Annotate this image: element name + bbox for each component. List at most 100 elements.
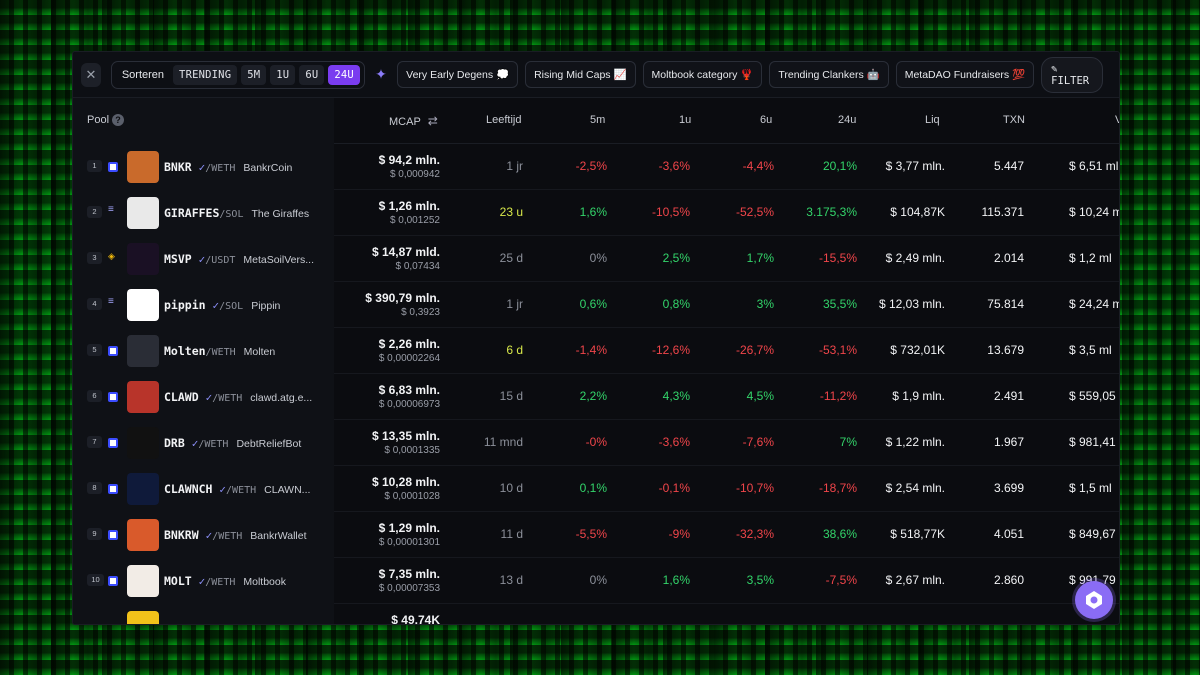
help-icon[interactable]: ? [112, 114, 125, 126]
change-24u-cell: -15,5% [818, 251, 857, 265]
txn-cell: 75.814 [987, 297, 1024, 311]
solana-chain-icon: ≡ [108, 296, 114, 307]
verified-icon: ✓ [198, 253, 206, 266]
pool-cell[interactable]: 3 ◈ MSVP ✓/USDT MetaSoilVers... [73, 236, 334, 282]
quote-token: /WETH [205, 163, 236, 174]
column-header-age[interactable]: Leeftijd [486, 114, 522, 126]
market-cap: $ 6,83 mln. [378, 383, 440, 397]
token-name: BankrCoin [243, 162, 293, 174]
token-price: $ 0,001252 [389, 215, 440, 226]
liquidity-cell: $ 2,67 mln. [885, 573, 945, 587]
column-header-pool[interactable]: Pool? [87, 114, 125, 126]
age-cell: 6 d [506, 343, 523, 357]
volume-cell: $ 849,67 [1069, 527, 1116, 541]
txn-cell: 4.051 [993, 527, 1024, 541]
table-row[interactable]: 9 BNKRW ✓/WETH BankrWallet $ 1,29 mln. $ 0,0… [73, 512, 1119, 558]
table-row[interactable]: 5 Molten/WETH Molten $ 2,26 mln. $ 0,0000226… [73, 328, 1119, 374]
sort-trending-button[interactable]: TRENDING [173, 64, 238, 85]
mcap-cell: $ 1,26 mln. $ 0,001252 [379, 199, 440, 226]
token-name: DebtReliefBot [236, 438, 302, 450]
rank-badge: 7 [87, 436, 102, 448]
base-chain-icon [108, 438, 118, 448]
quote-token: /SOL [219, 301, 244, 312]
token-symbol-text: GIRAFFES [164, 206, 220, 220]
mcap-cell: $ 390,79 mln. $ 0,3923 [365, 291, 440, 318]
pool-cell[interactable]: 1 BNKR ✓/WETH BankrCoin [73, 144, 334, 190]
filter-button[interactable]: ✎ FILTER [1041, 56, 1103, 93]
market-cap: $ 1,26 mln. [378, 199, 440, 213]
sort-24u-button[interactable]: 24U [328, 64, 360, 85]
column-header-volume[interactable]: V [1115, 114, 1119, 126]
token-logo [127, 381, 159, 413]
change-5m-cell: -1,4% [575, 343, 607, 357]
change-1u-cell: -12,6% [651, 343, 690, 357]
table-row[interactable]: 7 DRB ✓/WETH DebtReliefBot $ 13,35 mln. $ 0,… [73, 420, 1119, 466]
chip-metadao-fundraisers[interactable]: MetaDAO Fundraisers 💯 [895, 61, 1035, 88]
pool-cell[interactable]: 4 ≡ pippin ✓/SOL Pippin [73, 282, 334, 328]
sort-1u-button[interactable]: 1U [270, 64, 296, 85]
sparkle-icon[interactable]: ✦ [375, 66, 387, 82]
chip-moltbook-category[interactable]: Moltbook category 🦞 [642, 61, 763, 88]
change-1u-cell: 1,6% [662, 573, 690, 587]
rank-badge: 9 [87, 528, 102, 540]
chip-trending-clankers[interactable]: Trending Clankers 🤖 [769, 61, 889, 88]
column-header-5m[interactable]: 5m [590, 114, 606, 126]
market-cap: $ 7,35 mln. [378, 567, 440, 581]
pool-cell[interactable]: 5 Molten/WETH Molten [73, 328, 334, 374]
table-row[interactable]: 3 ◈ MSVP ✓/USDT MetaSoilVers... $ 14,87 mld.… [73, 236, 1119, 282]
table-row[interactable]: 6 CLAWD ✓/WETH clawd.atg.e... $ 6,83 mln. $ … [73, 374, 1119, 420]
token-symbol: MOLT ✓/WETH Moltbook [164, 574, 286, 588]
age-cell: 13 d [499, 573, 523, 587]
rank-badge: 6 [87, 390, 102, 402]
chip-rising-mid-caps[interactable]: Rising Mid Caps 📈 [525, 61, 636, 88]
liquidity-cell: $ 732,01K [890, 343, 945, 357]
market-cap: $ 13,35 mln. [371, 429, 440, 443]
change-24u-cell: 38,6% [822, 527, 857, 541]
token-symbol: Molten/WETH Molten [164, 344, 275, 358]
pool-cell[interactable]: 9 BNKRW ✓/WETH BankrWallet [73, 512, 334, 558]
table-row[interactable]: 1 BNKR ✓/WETH BankrCoin $ 94,2 mln. $ 0,0009… [73, 144, 1119, 190]
pool-cell[interactable]: 2 ≡ GIRAFFES/SOL The Giraffes [73, 190, 334, 236]
table-row[interactable]: 10 MOLT ✓/WETH Moltbook $ 7,35 mln. $ 0,0000… [73, 558, 1119, 604]
table-row[interactable]: 8 CLAWNCH ✓/WETH CLAWN... $ 10,28 mln. $ 0,0… [73, 466, 1119, 512]
assistant-fab[interactable] [1075, 581, 1113, 619]
token-symbol: BNKRW ✓/WETH BankrWallet [164, 528, 307, 542]
rank-badge: 8 [87, 482, 102, 494]
table-row[interactable]: 4 ≡ pippin ✓/SOL Pippin $ 390,79 mln. $ 0,392… [73, 282, 1119, 328]
pool-cell[interactable]: 7 DRB ✓/WETH DebtReliefBot [73, 420, 334, 466]
sort-6u-button[interactable]: 6U [299, 64, 325, 85]
table-row[interactable]: 2 ≡ GIRAFFES/SOL The Giraffes $ 1,26 mln. $ 0… [73, 190, 1119, 236]
column-header-6u[interactable]: 6u [760, 114, 773, 126]
change-5m-cell: -5,5% [575, 527, 607, 541]
token-price: $ 0,000942 [389, 169, 440, 180]
close-icon[interactable]: ✕ [81, 62, 101, 87]
liquidity-cell: $ 104,87K [890, 205, 945, 219]
pool-cell[interactable]: 10 MOLT ✓/WETH Moltbook [73, 558, 334, 604]
mcap-cell: $ 1,29 mln. $ 0,00001301 [379, 521, 440, 548]
pool-cell[interactable]: 8 CLAWNCH ✓/WETH CLAWN... [73, 466, 334, 512]
liquidity-cell: $ 3,77 mln. [885, 159, 945, 173]
sort-5m-button[interactable]: 5M [241, 64, 267, 85]
mcap-cell: $ 49,74K [391, 613, 440, 624]
swap-arrows-icon[interactable]: ⇄ [427, 114, 438, 128]
change-5m-cell: -2,5% [575, 159, 607, 173]
liquidity-cell: $ 2,49 mln. [885, 251, 945, 265]
column-header-mcap[interactable]: MCAP ⇄ [389, 114, 438, 128]
change-24u-cell: -53,1% [818, 343, 857, 357]
age-cell: 25 d [499, 251, 523, 265]
pool-cell[interactable] [73, 604, 334, 624]
column-header-txn[interactable]: TXN [1003, 114, 1025, 126]
token-table-panel: ✕ Sorteren TRENDING 5M 1U 6U 24U ✦ Very … [73, 52, 1119, 624]
column-header-1u[interactable]: 1u [679, 114, 692, 126]
column-header-liq[interactable]: Liq [925, 114, 940, 126]
token-name: Moltbook [243, 576, 286, 588]
change-1u-cell: -10,5% [651, 205, 690, 219]
pool-cell[interactable]: 6 CLAWD ✓/WETH clawd.atg.e... [73, 374, 334, 420]
change-5m-cell: 0% [589, 251, 607, 265]
chip-very-early-degens[interactable]: Very Early Degens 💭 [397, 61, 519, 88]
market-cap: $ 2,26 mln. [378, 337, 440, 351]
change-1u-cell: 4,3% [662, 389, 690, 403]
quote-token: /WETH [212, 393, 243, 404]
column-header-24u[interactable]: 24u [838, 114, 857, 126]
table-row[interactable]: $ 49,74K [73, 604, 1119, 624]
